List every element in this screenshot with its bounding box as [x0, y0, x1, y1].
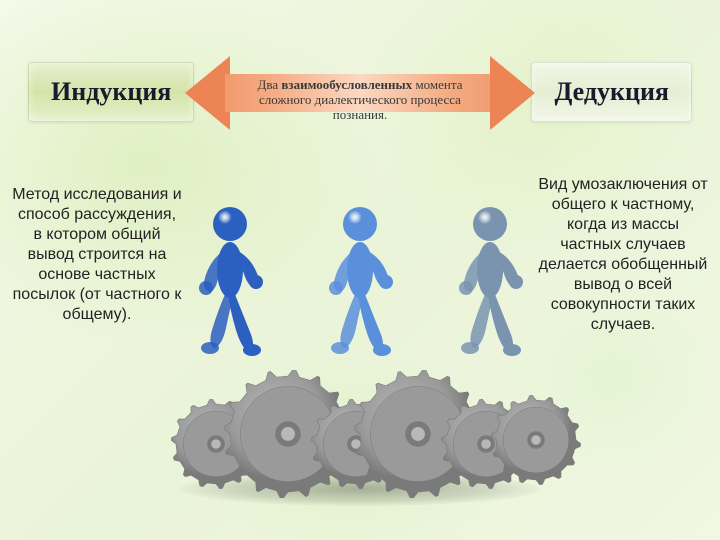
arrow-head-left [185, 56, 230, 130]
walking-figure-2 [310, 200, 410, 380]
arrow-caption: Два взаимообусловленных момента сложного… [235, 78, 485, 123]
illustration-area [180, 200, 540, 500]
double-arrow: Два взаимообусловленных момента сложного… [185, 56, 535, 130]
arrow-line3: познания. [333, 107, 387, 122]
deduction-title: Дедукция [554, 77, 669, 106]
arrow-line1: Два взаимообусловленных момента [258, 77, 463, 92]
deduction-title-box: Дедукция [531, 62, 692, 122]
arrow-line2: сложного диалектического процесса [259, 92, 461, 107]
arrow-head-right [490, 56, 535, 130]
induction-title-box: Индукция [28, 62, 194, 122]
gear-row [170, 380, 550, 500]
gear-small-4 [490, 394, 582, 486]
walking-figure-3 [440, 200, 540, 380]
induction-description: Метод исследования и способ рассуждения,… [12, 185, 182, 325]
deduction-description: Вид умозаключения от общего к частному, … [538, 175, 708, 335]
induction-title: Индукция [51, 77, 171, 106]
walking-figure-1 [180, 200, 280, 380]
